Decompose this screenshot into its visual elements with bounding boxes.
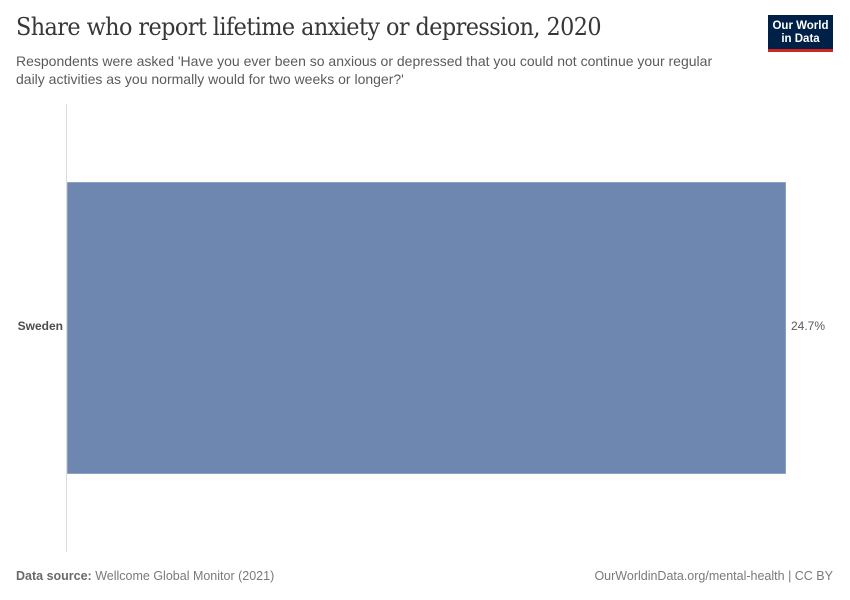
logo-line-1: Our World (772, 20, 829, 32)
category-label-sweden: Sweden (17, 319, 63, 333)
chart-subtitle: Respondents were asked 'Have you ever be… (16, 53, 713, 87)
chart-title: Share who report lifetime anxiety or dep… (16, 13, 602, 41)
logo-line-2: in Data (781, 33, 820, 45)
value-label-sweden: 24.7% (791, 319, 826, 333)
bar-sweden[interactable] (67, 182, 786, 474)
data-source-label: Data source: (16, 569, 92, 583)
data-source: Data source: Wellcome Global Monitor (20… (16, 569, 274, 583)
owid-logo[interactable]: Our World in Data (768, 15, 833, 52)
url-license-link[interactable]: OurWorldinData.org/mental-health | CC BY (594, 569, 833, 583)
y-axis-line (66, 104, 67, 552)
data-source-value: Wellcome Global Monitor (2021) (95, 569, 275, 583)
